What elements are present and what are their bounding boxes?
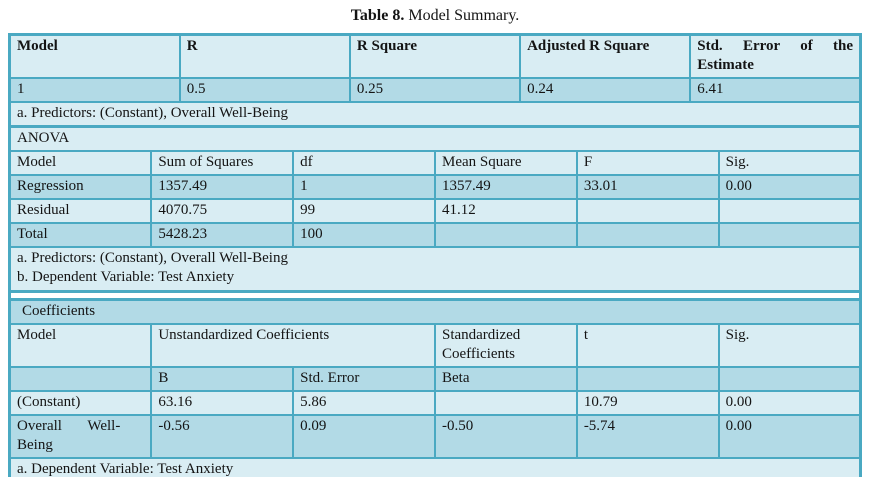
anova-section-label: ANOVA xyxy=(8,125,862,152)
table-cell-sum-of-squares: 5428.23 xyxy=(150,222,295,248)
coefficients-section-label-row: Coefficients xyxy=(8,298,862,325)
column-header-t: t xyxy=(575,322,720,368)
table-cell-blank xyxy=(575,365,720,392)
model-summary-data-row: 1 0.5 0.25 0.24 6.41 xyxy=(8,77,862,103)
table-cell-label: Regression xyxy=(8,174,153,200)
table-cell-sig: 0.00 xyxy=(717,389,862,416)
table-cell-sig xyxy=(717,222,862,248)
column-header-b: B xyxy=(150,365,295,392)
table-cell-df: 99 xyxy=(292,198,436,224)
column-header-standardized: Standardized Coefficients xyxy=(433,322,578,368)
section-separator xyxy=(8,292,862,298)
table-cell-blank xyxy=(717,365,862,392)
anova-section-label-row: ANOVA xyxy=(8,125,862,152)
table-cell-df: 1 xyxy=(292,174,436,200)
footnote-predictors: a. Predictors: (Constant), Overall Well-… xyxy=(8,101,862,128)
table-cell-sig: 0.00 xyxy=(717,174,862,200)
table-cell-sum-of-squares: 1357.49 xyxy=(150,174,295,200)
model-summary-table: Model R R Square Adjusted R Square Std. … xyxy=(8,33,862,128)
column-header-model: Model xyxy=(8,150,153,176)
table-cell-model: 1 xyxy=(8,77,181,103)
table-cell-std-error: 6.41 xyxy=(689,77,862,103)
table-cell-mean-square: 41.12 xyxy=(433,198,578,224)
column-header-model: Model xyxy=(8,33,181,79)
table-cell-sum-of-squares: 4070.75 xyxy=(150,198,295,224)
anova-header-row: Model Sum of Squares df Mean Square F Si… xyxy=(8,150,862,176)
anova-row-total: Total 5428.23 100 xyxy=(8,222,862,248)
column-header-sig: Sig. xyxy=(717,150,862,176)
anova-row-regression: Regression 1357.49 1 1357.49 33.01 0.00 xyxy=(8,174,862,200)
anova-table: ANOVA Model Sum of Squares df Mean Squar… xyxy=(8,125,862,293)
column-header-sig: Sig. xyxy=(717,322,862,368)
model-summary-header-row: Model R R Square Adjusted R Square Std. … xyxy=(8,33,862,79)
column-header-f: F xyxy=(575,150,720,176)
column-header-beta: Beta xyxy=(433,365,578,392)
anova-footnote-row: a. Predictors: (Constant), Overall Well-… xyxy=(8,246,862,292)
table-cell-std-error: 0.09 xyxy=(292,413,436,459)
anova-row-residual: Residual 4070.75 99 41.12 xyxy=(8,198,862,224)
column-header-unstandardized: Unstandardized Coefficients xyxy=(150,322,436,368)
table-cell-sig: 0.00 xyxy=(717,413,862,459)
table-cell-sig xyxy=(717,198,862,224)
table-cell-b: -0.56 xyxy=(150,413,295,459)
table-cell-blank xyxy=(8,365,153,392)
column-header-adj-r-square: Adjusted R Square xyxy=(519,33,692,79)
table-cell-label: (Constant) xyxy=(8,389,153,416)
table-cell-beta: -0.50 xyxy=(433,413,578,459)
table-title: Table 8. Model Summary. xyxy=(0,7,870,25)
coefficients-header-row-1: Model Unstandardized Coefficients Standa… xyxy=(8,322,862,368)
table-cell-beta xyxy=(433,389,578,416)
column-header-std-error: Std. Error xyxy=(292,365,436,392)
table-cell-t: 10.79 xyxy=(575,389,720,416)
table-area: Model R R Square Adjusted R Square Std. … xyxy=(8,33,862,477)
table-cell-t: -5.74 xyxy=(575,413,720,459)
anova-footnotes: a. Predictors: (Constant), Overall Well-… xyxy=(8,246,862,292)
column-header-r: R xyxy=(178,33,351,79)
table-cell-mean-square: 1357.49 xyxy=(433,174,578,200)
table-cell-f: 33.01 xyxy=(575,174,720,200)
table-cell-df: 100 xyxy=(292,222,436,248)
table-cell-f xyxy=(575,198,720,224)
coefficients-row-constant: (Constant) 63.16 5.86 10.79 0.00 xyxy=(8,389,862,416)
column-header-sum-of-squares: Sum of Squares xyxy=(150,150,295,176)
table-cell-label: Overall Well-Being xyxy=(8,413,153,459)
column-header-std-error: Std. Error of the Estimate xyxy=(689,33,862,79)
footnote-dependent-variable: a. Dependent Variable: Test Anxiety xyxy=(8,456,862,477)
table-cell-label: Residual xyxy=(8,198,153,224)
column-header-df: df xyxy=(292,150,436,176)
table-cell-std-error: 5.86 xyxy=(292,389,436,416)
coefficients-section-label: Coefficients xyxy=(8,298,862,325)
column-header-mean-square: Mean Square xyxy=(433,150,578,176)
table-title-number: Table 8. xyxy=(350,7,405,24)
table-cell-label: Total xyxy=(8,222,153,248)
column-header-model: Model xyxy=(8,322,153,368)
table-cell-f xyxy=(575,222,720,248)
model-summary-footnote-row: a. Predictors: (Constant), Overall Well-… xyxy=(8,101,862,128)
table-cell-mean-square xyxy=(433,222,578,248)
footnote-dependent-variable: b. Dependent Variable: Test Anxiety xyxy=(17,269,235,285)
coefficients-header-row-2: B Std. Error Beta xyxy=(8,365,862,392)
coefficients-footnote-row: a. Dependent Variable: Test Anxiety xyxy=(8,456,862,477)
table-cell-r-square: 0.25 xyxy=(348,77,522,103)
table-title-text: Model Summary. xyxy=(404,7,520,24)
table-cell-r: 0.5 xyxy=(178,77,351,103)
footnote-predictors: a. Predictors: (Constant), Overall Well-… xyxy=(17,250,288,266)
table-cell-adj-r-square: 0.24 xyxy=(519,77,692,103)
table-cell-b: 63.16 xyxy=(150,389,295,416)
coefficients-row-overall-well-being: Overall Well-Being -0.56 0.09 -0.50 -5.7… xyxy=(8,413,862,459)
column-header-r-square: R Square xyxy=(348,33,522,79)
coefficients-table: Coefficients Model Unstandardized Coeffi… xyxy=(8,297,862,477)
